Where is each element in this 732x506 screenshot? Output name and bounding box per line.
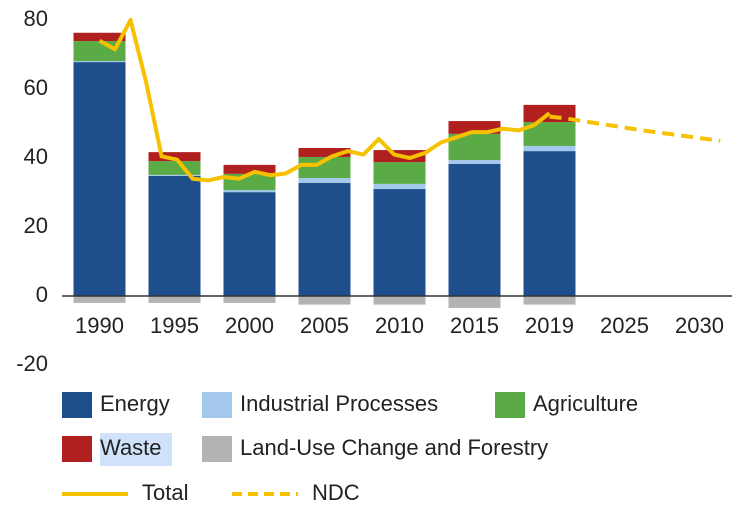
bar-segment xyxy=(223,192,276,296)
bar-segment xyxy=(523,122,576,146)
line-series xyxy=(98,18,551,183)
x-tick-label: 2005 xyxy=(300,313,349,338)
legend-label: Total xyxy=(142,480,188,505)
legend-label: Land-Use Change and Forestry xyxy=(240,435,548,460)
bar-segment xyxy=(448,163,501,296)
legend-label: Agriculture xyxy=(533,391,638,416)
legend-swatch xyxy=(495,392,525,418)
legend-swatch xyxy=(202,392,232,418)
line-series xyxy=(549,114,721,143)
bar-segment xyxy=(148,175,201,296)
legend-swatch xyxy=(62,392,92,418)
bar-segment xyxy=(523,151,576,296)
bar-segment xyxy=(73,32,126,42)
x-tick-label: 1995 xyxy=(150,313,199,338)
bar-segment xyxy=(373,296,426,305)
y-tick-label: -20 xyxy=(16,351,48,376)
selection-highlight xyxy=(100,433,172,466)
x-tick-label: 2019 xyxy=(525,313,574,338)
x-tick-label: 2015 xyxy=(450,313,499,338)
y-tick-label: 40 xyxy=(24,144,48,169)
bar-segment xyxy=(148,174,201,176)
x-tick-label: 2030 xyxy=(675,313,724,338)
legend-label: NDC xyxy=(312,480,360,505)
bar-segment xyxy=(148,296,201,303)
bar-segment xyxy=(223,190,276,193)
bar-segment xyxy=(73,62,126,297)
legend-label: Energy xyxy=(100,391,170,416)
x-tick-label: 2025 xyxy=(600,313,649,338)
x-tick-label: 2010 xyxy=(375,313,424,338)
bar-segment xyxy=(148,161,201,175)
bar-segment xyxy=(448,160,501,164)
bar-segment xyxy=(223,296,276,303)
bar-segment xyxy=(298,156,351,179)
y-tick-label: 60 xyxy=(24,75,48,100)
legend-swatch xyxy=(62,436,92,462)
legend-label: Industrial Processes xyxy=(240,391,438,416)
bar-segment xyxy=(298,296,351,305)
y-tick-label: 80 xyxy=(24,6,48,31)
bar-segment xyxy=(523,296,576,305)
legend-label: Waste xyxy=(100,435,162,460)
bar-segment xyxy=(298,182,351,296)
bar-segment xyxy=(73,296,126,303)
bar-segment xyxy=(523,145,576,152)
x-tick-label: 2000 xyxy=(225,313,274,338)
bar-segment xyxy=(223,164,276,174)
y-tick-label: 20 xyxy=(24,213,48,238)
bar-segment xyxy=(373,162,426,184)
bar-segment xyxy=(373,183,426,190)
legend-swatch xyxy=(202,436,232,462)
bar-segment xyxy=(73,61,126,63)
bar-segment xyxy=(148,152,201,162)
bar-segment xyxy=(298,178,351,183)
x-tick-label: 1990 xyxy=(75,313,124,338)
bar-segment xyxy=(448,296,501,309)
bar-segment xyxy=(373,189,426,296)
y-tick-label: 0 xyxy=(36,282,48,307)
bar-segment xyxy=(298,147,351,157)
